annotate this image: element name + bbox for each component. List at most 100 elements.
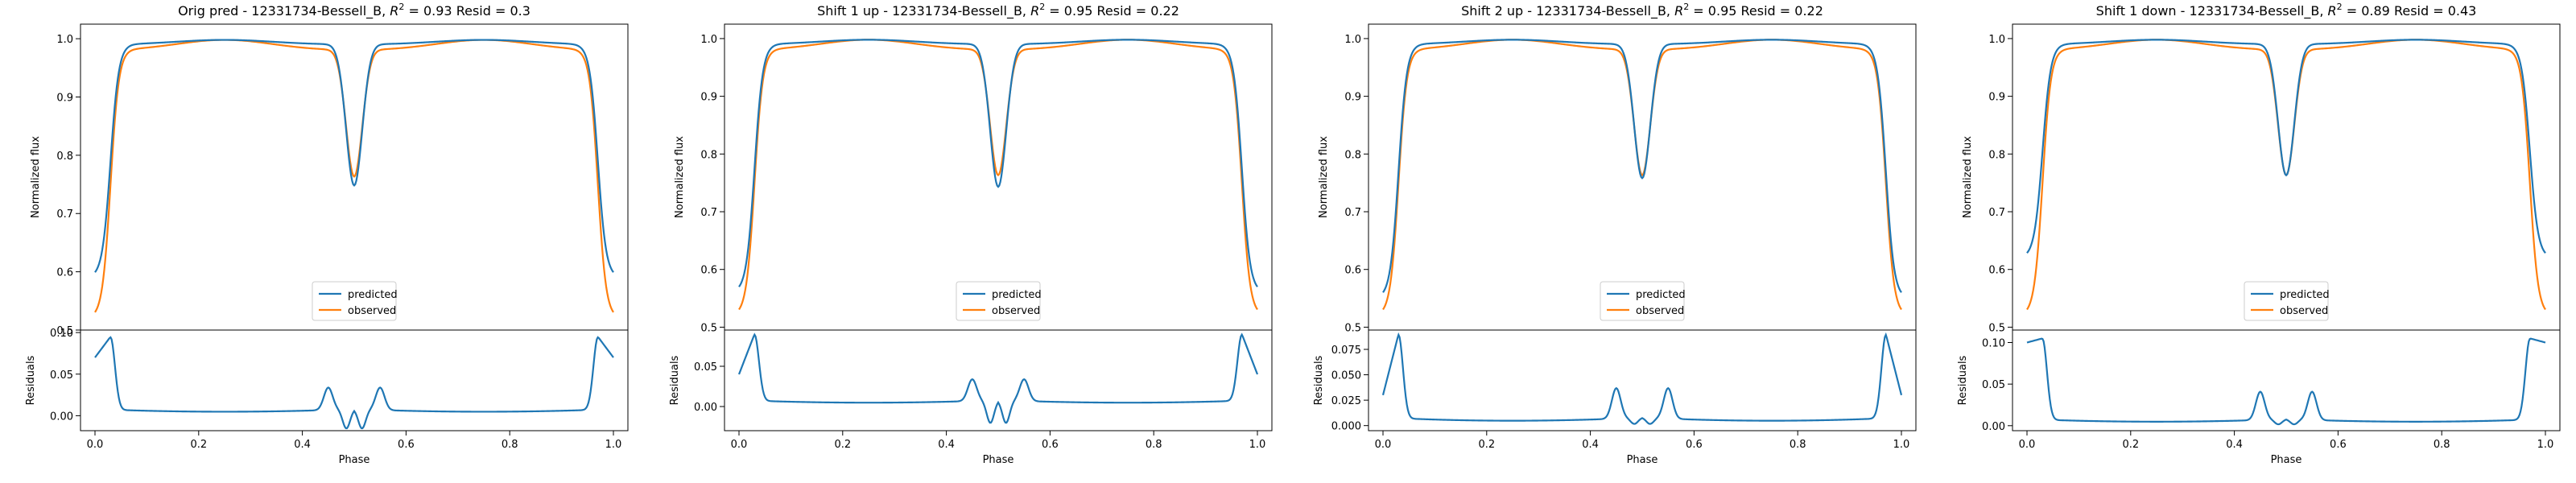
subplot-1: Orig pred - 12331734-Bessell_B, R2 = 0.9… xyxy=(25,2,629,466)
y-tick-label: 0.5 xyxy=(1988,322,2005,334)
x-tick-label: 0.0 xyxy=(1375,439,1392,451)
x-axis-label: Phase xyxy=(2271,454,2302,466)
predicted-legend-label: predicted xyxy=(1636,289,1686,301)
y-tick-label: 0.6 xyxy=(700,265,717,277)
y-tick-label: 0.00 xyxy=(50,411,73,423)
residual-panel: 0.00 0.05 0.10 Residuals 0.0 0.2 0.4 0.6 0.8 1.0 P… xyxy=(1957,329,2561,466)
flux-panel: 0.5 0.6 0.7 0.8 0.9 1.0 Normalized flux predict… xyxy=(1318,23,1917,334)
x-axis-label: Phase xyxy=(983,454,1014,466)
legend: predicted observed xyxy=(2244,281,2330,321)
residual-panel: 0.00 0.05 Residuals 0.0 0.2 0.4 0.6 0.8 1.0 Phase xyxy=(669,329,1273,466)
x-tick-label: 0.0 xyxy=(2019,439,2036,451)
subplot-3: Shift 2 up - 12331734-Bessell_B, R2 = 0.… xyxy=(1313,2,1917,466)
y-tick-label: 0.5 xyxy=(56,325,73,337)
observed-legend-label: observed xyxy=(2280,305,2328,317)
y-tick-label: 0.7 xyxy=(1988,207,2005,219)
residual-axes-frame xyxy=(1368,329,1917,431)
x-tick-label: 0.8 xyxy=(502,439,518,451)
residual-axes-frame xyxy=(724,329,1273,431)
title-r: R xyxy=(2328,3,2337,19)
residual-panel: 0.000 0.025 0.050 0.075 Residuals 0.0 0.2 0.4 0.… xyxy=(1313,329,1917,466)
title-sup: 2 xyxy=(1683,2,1689,12)
x-tick-label: 0.6 xyxy=(1042,439,1059,451)
predicted-legend-label: predicted xyxy=(992,289,1042,301)
x-tick-label: 0.0 xyxy=(87,439,104,451)
legend: predicted observed xyxy=(1600,281,1686,321)
y-tick-label: 1.0 xyxy=(1344,34,1361,46)
y-tick-label: 0.8 xyxy=(1988,149,2005,161)
y-tick-label: 0.050 xyxy=(1331,370,1361,382)
y-axis-label: Residuals xyxy=(1957,355,1969,405)
title-rest: = 0.89 Resid = 0.43 xyxy=(2343,3,2477,19)
x-tick-label: 0.2 xyxy=(2122,439,2139,451)
y-tick-label: 0.5 xyxy=(700,322,717,334)
chart-title: Shift 1 down - 12331734-Bessell_B, R2 = … xyxy=(2096,2,2477,19)
y-axis-label: Normalized flux xyxy=(674,136,686,218)
y-axis-label: Normalized flux xyxy=(30,136,42,218)
y-tick-label: 0.6 xyxy=(1988,265,2005,277)
y-tick-label: 1.0 xyxy=(1988,34,2005,46)
title-r: R xyxy=(1030,3,1039,19)
y-tick-label: 1.0 xyxy=(56,34,73,46)
chart-title: Orig pred - 12331734-Bessell_B, R2 = 0.9… xyxy=(178,2,530,19)
observed-legend-label: observed xyxy=(992,305,1040,317)
y-tick-label: 0.00 xyxy=(1982,421,2005,433)
x-axis-label: Phase xyxy=(339,454,370,466)
x-tick-label: 0.8 xyxy=(1790,439,1806,451)
x-tick-label: 0.4 xyxy=(2226,439,2243,451)
predicted-legend-label: predicted xyxy=(2280,289,2330,301)
x-tick-label: 1.0 xyxy=(605,439,622,451)
observed-line xyxy=(94,39,614,313)
y-tick-label: 0.10 xyxy=(1982,337,2005,349)
residual-panel: 0.00 0.05 0.10 Residuals 0.0 0.2 0.4 0.6 0.8 1.0 P… xyxy=(25,328,629,466)
y-tick-label: 0.9 xyxy=(56,92,73,104)
y-axis-label: Normalized flux xyxy=(1318,136,1330,218)
observed-legend-label: observed xyxy=(348,305,396,317)
legend: predicted observed xyxy=(956,281,1042,321)
flux-panel: 0.5 0.6 0.7 0.8 0.9 1.0 Normalized flux predict… xyxy=(1962,23,2561,334)
chart-title: Shift 2 up - 12331734-Bessell_B, R2 = 0.… xyxy=(1461,2,1823,19)
x-tick-label: 1.0 xyxy=(2537,439,2554,451)
x-tick-label: 0.2 xyxy=(190,439,207,451)
chart-title: Shift 1 up - 12331734-Bessell_B, R2 = 0.… xyxy=(817,2,1179,19)
y-tick-label: 0.025 xyxy=(1331,395,1361,407)
predicted-line xyxy=(1382,39,1902,293)
title-sup: 2 xyxy=(398,2,404,12)
y-tick-label: 0.05 xyxy=(694,361,717,374)
x-tick-label: 0.6 xyxy=(398,439,415,451)
x-tick-label: 0.0 xyxy=(731,439,748,451)
predicted-legend-label: predicted xyxy=(348,289,398,301)
y-tick-label: 0.05 xyxy=(1982,379,2005,391)
residual-axes-frame xyxy=(80,329,629,431)
title-rest: = 0.93 Resid = 0.3 xyxy=(404,3,530,19)
x-tick-label: 0.6 xyxy=(2330,439,2347,451)
x-tick-label: 0.8 xyxy=(2434,439,2450,451)
x-tick-label: 0.4 xyxy=(938,439,955,451)
observed-line xyxy=(738,39,1258,311)
residual-line xyxy=(1381,332,1903,425)
flux-panel: 0.5 0.6 0.7 0.8 0.9 1.0 Normalized flux predict… xyxy=(674,23,1273,334)
subplot-2: Shift 1 up - 12331734-Bessell_B, R2 = 0.… xyxy=(669,2,1273,466)
x-tick-label: 1.0 xyxy=(1893,439,1910,451)
x-tick-label: 0.4 xyxy=(1582,439,1599,451)
subplot-4: Shift 1 down - 12331734-Bessell_B, R2 = … xyxy=(1957,2,2561,466)
residual-line xyxy=(2026,337,2546,426)
predicted-line xyxy=(94,39,614,273)
y-tick-label: 0.075 xyxy=(1331,345,1361,357)
residual-line xyxy=(94,336,614,430)
y-tick-label: 0.8 xyxy=(1344,149,1361,161)
predicted-line xyxy=(738,39,1258,287)
y-tick-label: 0.8 xyxy=(700,149,717,161)
observed-legend-label: observed xyxy=(1636,305,1684,317)
title-main: Orig pred - 12331734-Bessell_B, xyxy=(178,3,390,19)
predicted-line xyxy=(2026,39,2546,254)
y-tick-label: 0.05 xyxy=(50,369,73,382)
x-tick-label: 0.6 xyxy=(1686,439,1703,451)
x-tick-label: 1.0 xyxy=(1249,439,1266,451)
y-tick-label: 0.7 xyxy=(700,207,717,219)
x-tick-label: 0.8 xyxy=(1146,439,1162,451)
title-r: R xyxy=(390,3,398,19)
flux-panel: 0.5 0.6 0.7 0.8 0.9 1.0 Normalized flux predict… xyxy=(30,23,629,337)
y-tick-label: 1.0 xyxy=(700,34,717,46)
y-tick-label: 0.000 xyxy=(1331,421,1361,433)
